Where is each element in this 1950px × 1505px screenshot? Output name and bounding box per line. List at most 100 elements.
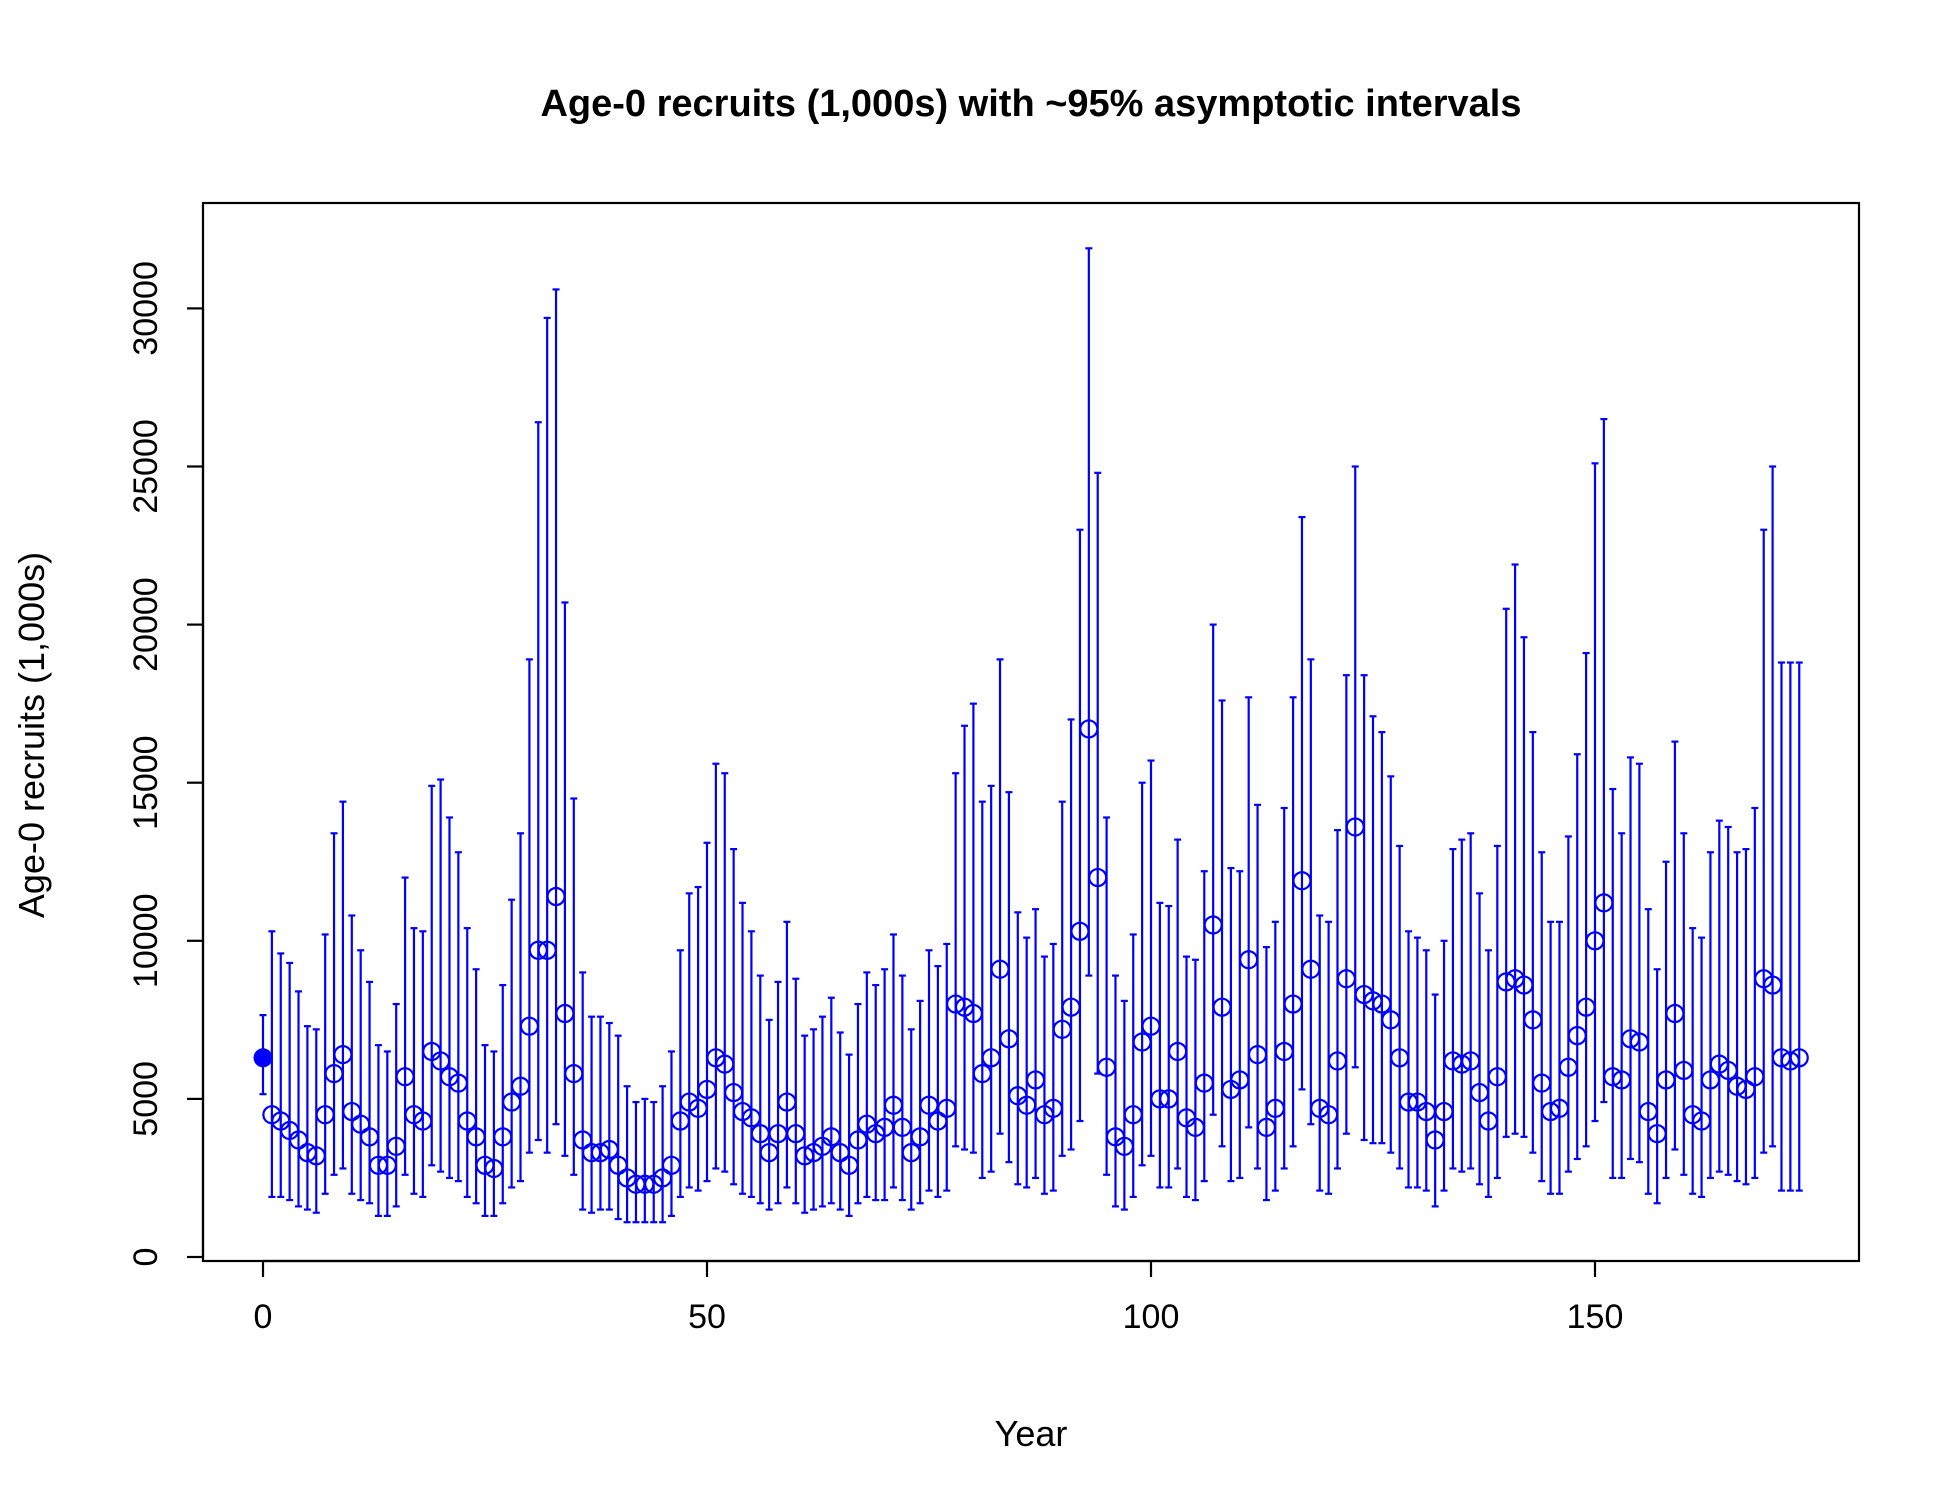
error-bar xyxy=(889,933,897,1189)
data-point xyxy=(1487,1067,1507,1087)
error-bar xyxy=(747,930,755,1199)
error-bar xyxy=(525,658,533,1154)
data-point xyxy=(715,1054,735,1074)
data-point xyxy=(1576,997,1596,1017)
data-point xyxy=(333,1045,353,1065)
data-point xyxy=(1301,959,1321,979)
error-bar xyxy=(401,876,409,1176)
data-point xyxy=(306,1146,326,1166)
data-point xyxy=(963,1003,984,1024)
data-point xyxy=(1390,1048,1410,1068)
error-bar xyxy=(1680,832,1688,1176)
data-point xyxy=(1656,1070,1676,1090)
error-bar xyxy=(1751,806,1759,1180)
data-point xyxy=(297,1143,317,1163)
data-point xyxy=(1532,1073,1552,1093)
data-point xyxy=(1327,1051,1348,1071)
error-bar xyxy=(774,980,782,1205)
error-bar xyxy=(1245,696,1253,1129)
error-bar xyxy=(863,971,871,1199)
error-bar xyxy=(330,832,338,1176)
error-bar xyxy=(667,1050,675,1217)
error-bar xyxy=(1236,870,1244,1180)
error-bar xyxy=(1005,791,1013,1164)
y-tick-label: 5000 xyxy=(127,1061,165,1137)
data-point xyxy=(724,1082,744,1103)
error-bar xyxy=(1476,892,1484,1186)
error-bar xyxy=(1795,661,1803,1192)
data-point xyxy=(1088,867,1108,888)
data-point xyxy=(1540,1101,1561,1122)
data-point xyxy=(590,1143,611,1163)
error-bar xyxy=(765,1018,773,1211)
error-bar xyxy=(1458,838,1466,1173)
data-point xyxy=(1025,1070,1046,1090)
data-point xyxy=(777,1092,797,1112)
error-bar xyxy=(579,971,587,1211)
error-bar xyxy=(392,1002,400,1208)
data-point xyxy=(386,1136,406,1156)
data-point xyxy=(519,1016,540,1036)
error-bar xyxy=(534,421,542,1142)
y-axis-label: Age-0 recruits (1,000s) xyxy=(11,552,52,918)
data-point xyxy=(901,1143,921,1163)
error-bar xyxy=(650,1100,658,1224)
error-bar xyxy=(1564,835,1572,1173)
error-bar xyxy=(961,724,969,1151)
data-point xyxy=(448,1073,468,1093)
data-point xyxy=(1745,1067,1765,1087)
error-bar xyxy=(1147,759,1155,1157)
data-point xyxy=(1372,994,1392,1014)
error-bar xyxy=(978,800,986,1180)
data-point xyxy=(1345,817,1365,837)
data-point xyxy=(1585,931,1605,951)
data-point xyxy=(892,1117,912,1137)
x-axis-label: Year xyxy=(995,1413,1068,1454)
data-point xyxy=(1612,1070,1632,1090)
error-bar xyxy=(286,961,294,1202)
data-point xyxy=(1523,1010,1543,1030)
data-point xyxy=(555,1003,575,1024)
data-point xyxy=(528,940,548,960)
error-bar xyxy=(1396,844,1404,1170)
data-point xyxy=(1434,1101,1454,1122)
data-point xyxy=(1398,1092,1419,1112)
data-point xyxy=(1247,1045,1268,1065)
data-point xyxy=(759,1143,779,1163)
error-bar xyxy=(1609,787,1617,1180)
data-point xyxy=(1168,1041,1188,1062)
data-point xyxy=(1700,1070,1721,1090)
error-bar xyxy=(632,1100,640,1224)
error-bar xyxy=(1165,904,1173,1189)
error-bar xyxy=(943,942,951,1192)
error-bar xyxy=(818,1015,826,1208)
data-point xyxy=(661,1155,682,1175)
data-point xyxy=(1141,1016,1161,1036)
error-bar xyxy=(1360,674,1368,1142)
error-bar xyxy=(614,1034,622,1221)
error-bar xyxy=(1023,936,1031,1189)
error-bar xyxy=(1094,471,1102,1075)
data-point xyxy=(1381,1010,1401,1030)
data-point xyxy=(573,1130,593,1150)
data-point xyxy=(1043,1098,1063,1118)
error-bar xyxy=(641,1097,649,1224)
data-point xyxy=(848,1130,868,1150)
data-point xyxy=(1665,1003,1685,1024)
error-bar xyxy=(1076,528,1084,1123)
error-bar xyxy=(854,1002,862,1205)
data-point xyxy=(431,1051,451,1071)
data-point xyxy=(1478,1111,1499,1131)
error-bar xyxy=(872,983,880,1202)
error-bar xyxy=(1138,781,1146,1167)
data-point xyxy=(1239,950,1259,970)
data-point xyxy=(1256,1117,1277,1137)
error-bar xyxy=(898,974,906,1202)
error-bar xyxy=(508,898,516,1189)
error-bar xyxy=(463,927,471,1199)
data-point xyxy=(351,1114,371,1134)
error-bar xyxy=(1014,911,1022,1186)
error-bar xyxy=(1298,515,1306,1091)
data-point xyxy=(1674,1060,1694,1081)
error-bar xyxy=(1591,462,1599,1123)
